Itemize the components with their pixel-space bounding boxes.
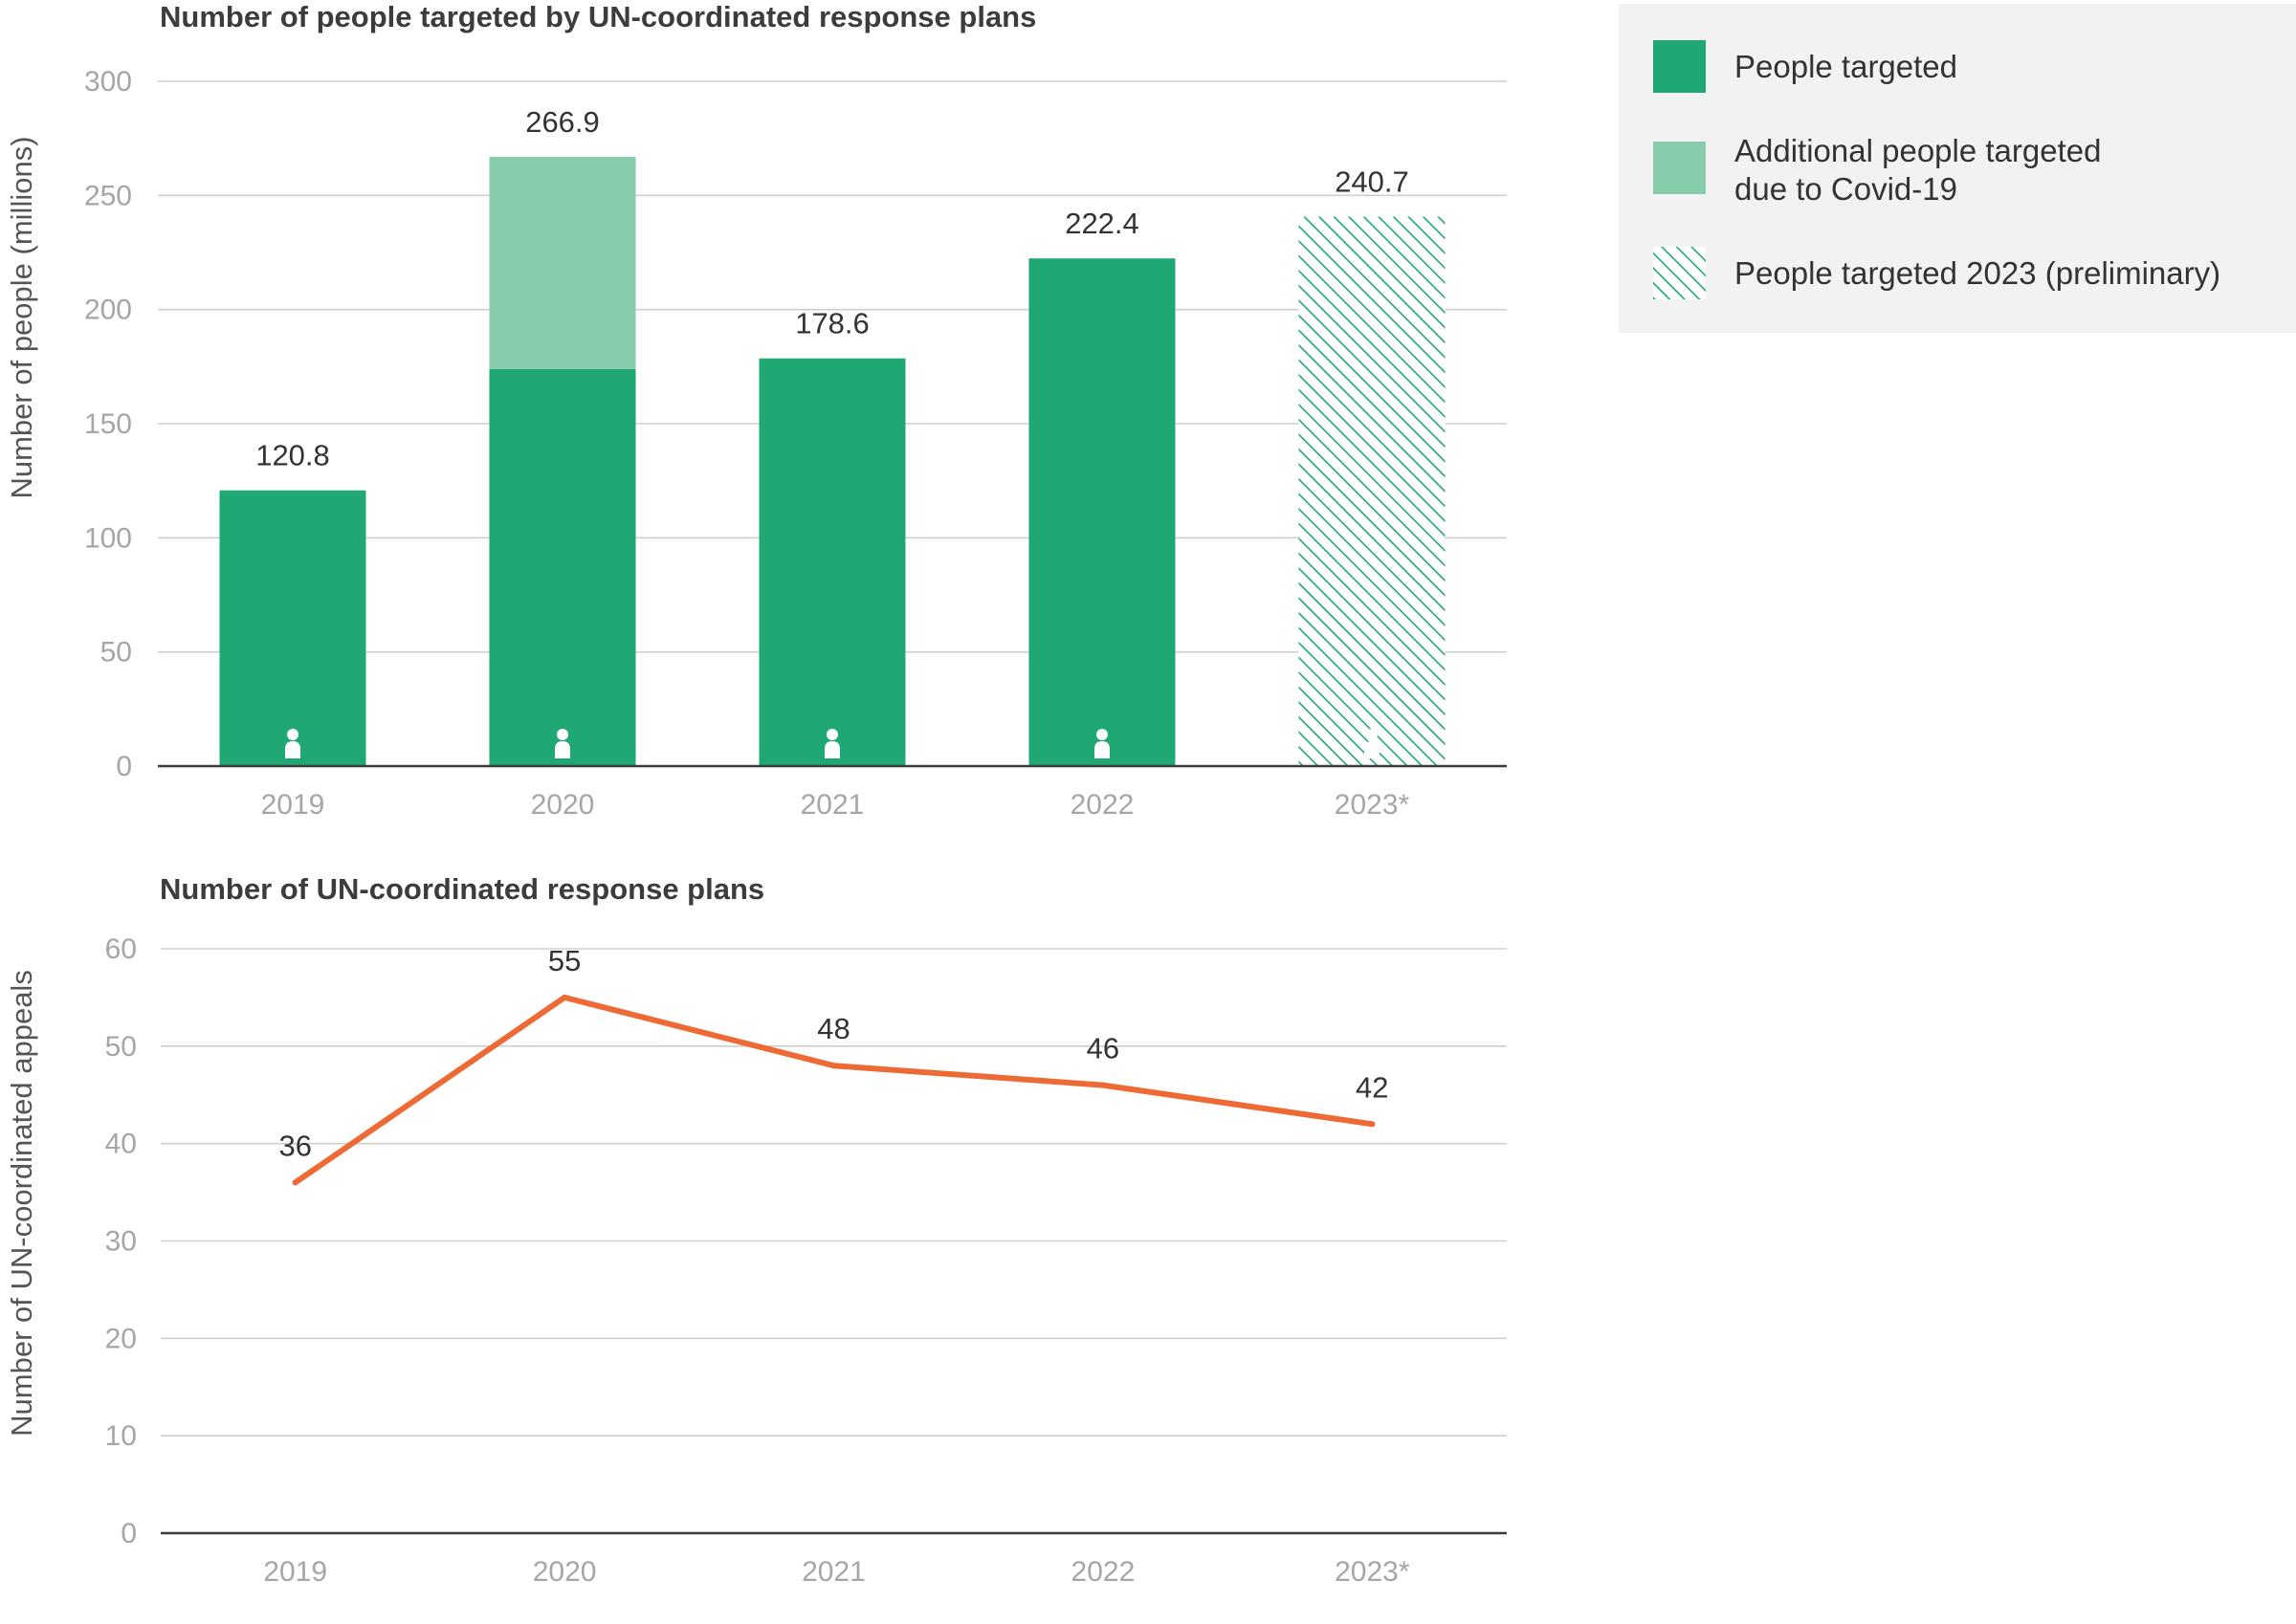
legend-label: Additional people targeted	[1734, 133, 2101, 168]
legend-swatch	[1653, 142, 1706, 194]
legend-items: People targeted Additional people targete…	[1653, 40, 2220, 299]
x-tick-labels: 2019 2020 2021 2022 2023*	[263, 1556, 1410, 1588]
bars	[219, 156, 1446, 767]
value-label: 222.4	[1065, 207, 1139, 240]
x-tick-label: 2019	[263, 1556, 327, 1588]
legend-label: due to Covid-19	[1734, 171, 1957, 207]
y-axis-title: Number of UN-coordinated appeals	[5, 970, 38, 1437]
legend-label: People targeted	[1734, 49, 1957, 84]
x-tick-label: 2023*	[1335, 789, 1410, 821]
value-label: 46	[1087, 1032, 1119, 1065]
people-targeted-chart: Number of people targeted by UN-coordina…	[5, 0, 1507, 821]
gridlines	[161, 948, 1507, 1437]
person-icon	[285, 729, 300, 758]
data-point	[292, 1179, 298, 1186]
person-icon	[825, 729, 840, 758]
legend-swatch	[1653, 40, 1706, 93]
value-labels: 36 55 48 46 42	[278, 944, 1389, 1186]
legend: People targeted Additional people targete…	[1619, 4, 2296, 333]
person-icons	[285, 729, 1380, 758]
data-point	[830, 1063, 837, 1069]
person-icon	[1364, 729, 1380, 758]
x-tick-label: 2020	[533, 1556, 597, 1588]
y-tick-label: 0	[121, 1518, 137, 1549]
value-labels: 120.8 266.9 178.6 222.4 240.7	[255, 105, 1409, 472]
bar-preliminary	[1298, 216, 1446, 767]
bar-people-targeted	[219, 490, 366, 766]
legend-background	[1619, 4, 2296, 333]
value-label: 266.9	[525, 105, 600, 139]
data-point	[562, 994, 568, 1000]
x-tick-label: 2023*	[1335, 1556, 1410, 1588]
value-label: 240.7	[1335, 165, 1409, 199]
legend-label: People targeted 2023 (preliminary)	[1734, 255, 2220, 291]
person-icon	[1094, 729, 1110, 758]
x-tick-label: 2022	[1071, 1556, 1136, 1588]
value-label: 48	[817, 1012, 850, 1045]
value-label: 55	[548, 944, 581, 977]
bar-people-targeted	[759, 358, 906, 766]
bar-covid-additional	[489, 156, 636, 369]
chart-title: Number of people targeted by UN-coordina…	[160, 0, 1036, 33]
y-tick-label: 100	[84, 522, 132, 554]
y-tick-label: 200	[84, 295, 132, 326]
y-tick-label: 10	[105, 1420, 137, 1452]
y-tick-label: 300	[84, 66, 132, 98]
bar-people-targeted	[489, 368, 636, 766]
y-tick-label: 150	[84, 408, 132, 440]
x-tick-labels: 2019 2020 2021 2022 2023*	[261, 789, 1410, 821]
y-tick-label: 60	[105, 933, 137, 965]
x-tick-label: 2020	[531, 789, 595, 821]
x-tick-label: 2019	[261, 789, 325, 821]
data-point	[1369, 1121, 1376, 1128]
bar-people-targeted	[1028, 258, 1176, 766]
value-label: 42	[1356, 1070, 1388, 1104]
value-label: 120.8	[255, 439, 330, 472]
y-tick-label: 50	[100, 637, 132, 669]
x-tick-label: 2021	[801, 789, 865, 821]
value-label: 178.6	[795, 307, 870, 340]
y-tick-label: 20	[105, 1323, 137, 1354]
y-tick-labels: 0 50 100 150 200 250 300	[84, 66, 132, 782]
response-plans-chart: Number of UN-coordinated response plans …	[5, 872, 1507, 1588]
y-axis-title: Number of people (millions)	[5, 136, 38, 498]
y-tick-labels: 0 10 20 30 40 50 60	[105, 933, 137, 1549]
x-tick-label: 2021	[802, 1556, 866, 1588]
value-label: 36	[278, 1129, 311, 1162]
y-tick-label: 30	[105, 1226, 137, 1258]
chart-title: Number of UN-coordinated response plans	[160, 872, 764, 906]
data-point	[1099, 1082, 1106, 1088]
y-tick-label: 250	[84, 180, 132, 211]
y-tick-label: 50	[105, 1031, 137, 1063]
legend-swatch	[1653, 247, 1706, 299]
y-tick-label: 40	[105, 1129, 137, 1160]
x-tick-label: 2022	[1071, 789, 1135, 821]
y-tick-label: 0	[116, 751, 132, 782]
person-icon	[555, 729, 570, 758]
